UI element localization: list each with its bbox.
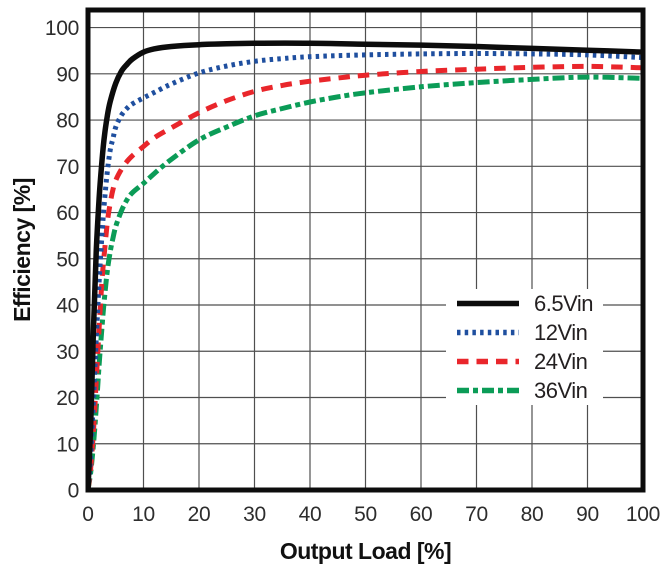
curves <box>88 40 643 490</box>
y-tick-label: 40 <box>56 295 79 318</box>
legend-swatch-12vin-dotted-line <box>457 329 519 336</box>
y-tick-label: 70 <box>56 156 79 179</box>
legend-label: 36Vin <box>534 377 588 403</box>
y-tick-label: 50 <box>56 248 79 271</box>
x-axis-title: Output Load [%] <box>279 538 452 564</box>
x-tick-label: 80 <box>521 503 544 526</box>
y-axis-title: Efficiency [%] <box>9 178 35 322</box>
curve-12vin <box>88 50 643 490</box>
legend-swatch-24vin-dashed-line <box>457 358 519 365</box>
x-tick-label: 60 <box>410 503 433 526</box>
y-tick-label: 30 <box>56 341 79 364</box>
x-tick-label: 90 <box>576 503 599 526</box>
plot-frame <box>85 7 646 493</box>
legend-label: 24Vin <box>534 348 588 374</box>
y-tick-label: 90 <box>56 63 79 86</box>
gridlines <box>88 10 643 490</box>
x-tick-label: 70 <box>465 503 488 526</box>
legend-item-12vin: 12Vin <box>456 318 593 347</box>
y-tick-label: 100 <box>45 17 79 40</box>
legend-item-24vin: 24Vin <box>456 347 593 376</box>
legend-swatch-6.5vin-solid-line <box>457 300 519 307</box>
y-tick-label: 80 <box>56 110 79 133</box>
x-tick-label: 20 <box>188 503 211 526</box>
curve-6.5vin <box>88 40 643 490</box>
x-tick-label: 40 <box>299 503 322 526</box>
curve-36vin <box>88 74 643 490</box>
tick-labels: 0 10 20 30 40 50 60 70 80 90 100 0 10 20 30 40 50 60 70 80 9… <box>45 17 661 526</box>
legend-label: 6.5Vin <box>534 290 593 316</box>
curve-24vin <box>88 63 643 490</box>
x-tick-label: 0 <box>82 503 93 526</box>
y-tick-label: 0 <box>68 480 79 503</box>
legend: 6.5Vin 12Vin 24Vin 36Vin <box>446 289 603 405</box>
y-tick-label: 20 <box>56 387 79 410</box>
y-tick-label: 60 <box>56 202 79 225</box>
x-tick-label: 10 <box>132 503 155 526</box>
x-tick-label: 100 <box>626 503 660 526</box>
legend-label: 12Vin <box>534 319 588 345</box>
legend-item-36vin: 36Vin <box>456 376 593 405</box>
legend-swatch-36vin-dash-dot-line <box>457 387 519 394</box>
legend-item-6.5vin: 6.5Vin <box>456 289 593 318</box>
x-tick-label: 50 <box>354 503 377 526</box>
y-tick-label: 10 <box>56 433 79 456</box>
x-tick-label: 30 <box>243 503 266 526</box>
